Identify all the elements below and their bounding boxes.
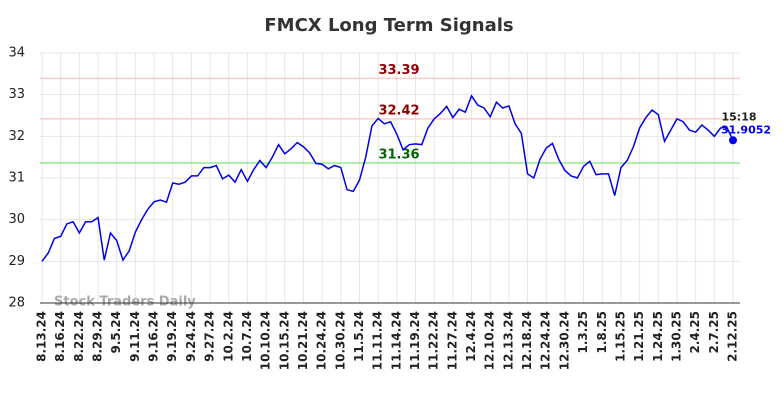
last-value: 31.9052 xyxy=(721,123,771,136)
x-tick-label: 9.11.24 xyxy=(128,311,142,362)
chart-title: FMCX Long Term Signals xyxy=(264,15,513,36)
x-tick-label: 2.12.25 xyxy=(726,311,740,362)
y-tick-label: 31 xyxy=(8,171,25,186)
x-tick-label: 12.30.24 xyxy=(557,311,571,370)
x-tick-label: 9.19.24 xyxy=(165,311,179,362)
x-tick-label: 10.30.24 xyxy=(333,311,347,370)
signal-label: 33.39 xyxy=(378,63,419,78)
x-tick-label: 9.24.24 xyxy=(184,311,198,362)
watermark: Stock Traders Daily xyxy=(54,295,196,310)
x-tick-label: 12.18.24 xyxy=(520,311,534,370)
grid xyxy=(40,52,740,304)
x-tick-label: 1.3.25 xyxy=(576,311,590,354)
x-tick-label: 9.16.24 xyxy=(147,311,161,362)
x-tick-label: 8.13.24 xyxy=(35,311,49,362)
y-tick-label: 32 xyxy=(8,129,25,144)
x-tick-label: 12.13.24 xyxy=(501,311,515,370)
x-tick-label: 11.22.24 xyxy=(427,311,441,370)
x-tick-label: 2.4.25 xyxy=(688,311,702,354)
x-tick-label: 1.8.25 xyxy=(595,311,609,354)
price-line xyxy=(41,94,734,262)
x-tick-label: 1.30.25 xyxy=(669,311,683,362)
x-tick-label: 11.27.24 xyxy=(445,311,459,370)
x-tick-label: 11.19.24 xyxy=(408,311,422,370)
x-tick-label: 8.16.24 xyxy=(53,311,67,362)
x-tick-label: 10.7.24 xyxy=(240,311,254,362)
signal-label: 32.42 xyxy=(378,103,419,118)
x-tick-label: 8.29.24 xyxy=(91,311,105,362)
x-tick-label: 11.11.24 xyxy=(371,311,385,370)
y-tick-label: 28 xyxy=(8,296,25,311)
last-point xyxy=(729,136,737,145)
x-tick-label: 10.24.24 xyxy=(315,311,329,370)
x-tick-label: 8.22.24 xyxy=(72,311,86,362)
x-tick-label: 11.14.24 xyxy=(389,311,403,370)
x-tick-label: 10.21.24 xyxy=(296,311,310,370)
x-tick-label: 2.7.25 xyxy=(707,311,721,354)
x-tick-label: 10.2.24 xyxy=(221,311,235,362)
last-time: 15:18 xyxy=(721,110,756,123)
x-tick-label: 1.21.25 xyxy=(632,311,646,362)
x-tick-label: 10.15.24 xyxy=(277,311,291,370)
y-tick-label: 33 xyxy=(8,87,25,102)
x-tick-label: 1.15.25 xyxy=(613,311,627,362)
x-tick-label: 12.24.24 xyxy=(539,311,553,370)
x-tick-label: 1.24.25 xyxy=(651,311,665,362)
x-tick-label: 11.5.24 xyxy=(352,311,366,362)
x-tick-label: 12.4.24 xyxy=(464,311,478,362)
y-tick-label: 29 xyxy=(8,254,25,269)
y-tick-label: 34 xyxy=(8,46,25,61)
x-tick-label: 9.5.24 xyxy=(109,311,123,354)
y-tick-label: 30 xyxy=(8,212,25,227)
x-tick-label: 9.27.24 xyxy=(203,311,217,362)
x-tick-label: 12.10.24 xyxy=(483,311,497,370)
x-tick-label: 10.10.24 xyxy=(259,311,273,370)
signal-label: 31.36 xyxy=(378,148,419,163)
